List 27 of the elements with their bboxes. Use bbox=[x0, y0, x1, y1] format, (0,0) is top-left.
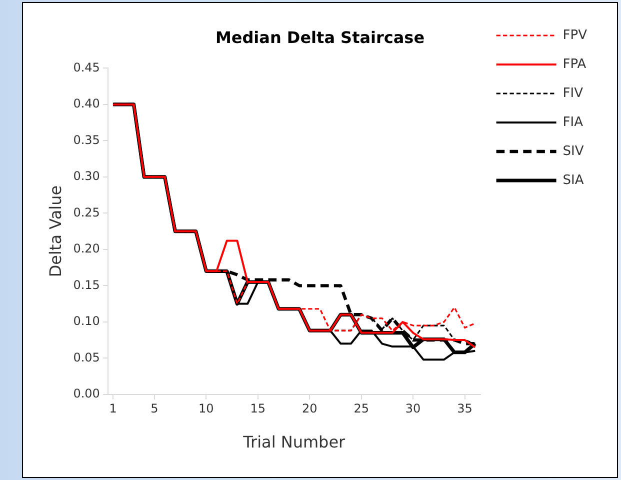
legend-label: FPV bbox=[562, 28, 588, 43]
legend-label: SIA bbox=[562, 172, 584, 188]
x-tick-label: 25 bbox=[354, 402, 369, 416]
x-tick-label: 35 bbox=[457, 402, 472, 416]
x-tick-label: 10 bbox=[198, 402, 214, 416]
x-tick-label: 20 bbox=[302, 402, 318, 416]
y-tick-label: 0.10 bbox=[73, 314, 100, 328]
x-tick-label: 30 bbox=[405, 402, 421, 416]
x-tick-label: 15 bbox=[250, 402, 266, 416]
y-tick-label: 0.15 bbox=[73, 278, 100, 292]
y-tick-label: 0.35 bbox=[73, 132, 100, 147]
y-tick-label: 0.20 bbox=[73, 242, 100, 256]
y-tick-label: 0.45 bbox=[73, 60, 100, 74]
x-tick-label: 5 bbox=[150, 402, 158, 416]
y-tick-label: 0.25 bbox=[73, 205, 100, 220]
y-tick-label: 0.40 bbox=[73, 96, 100, 111]
legend-label: FIV bbox=[562, 86, 584, 101]
legend-label: SIV bbox=[562, 144, 584, 159]
x-axis-title: Trial Number bbox=[242, 432, 346, 452]
y-tick-label: 0.05 bbox=[73, 350, 100, 364]
y-tick-label: 0.30 bbox=[73, 169, 100, 184]
legend-label: FIA bbox=[562, 114, 584, 130]
y-axis-title: Delta Value bbox=[46, 185, 65, 278]
legend-label: FPA bbox=[562, 56, 586, 72]
chart-title: Median Delta Staircase bbox=[215, 28, 425, 47]
y-tick-label: 0.00 bbox=[73, 386, 100, 401]
x-tick-label: 1 bbox=[109, 402, 117, 416]
